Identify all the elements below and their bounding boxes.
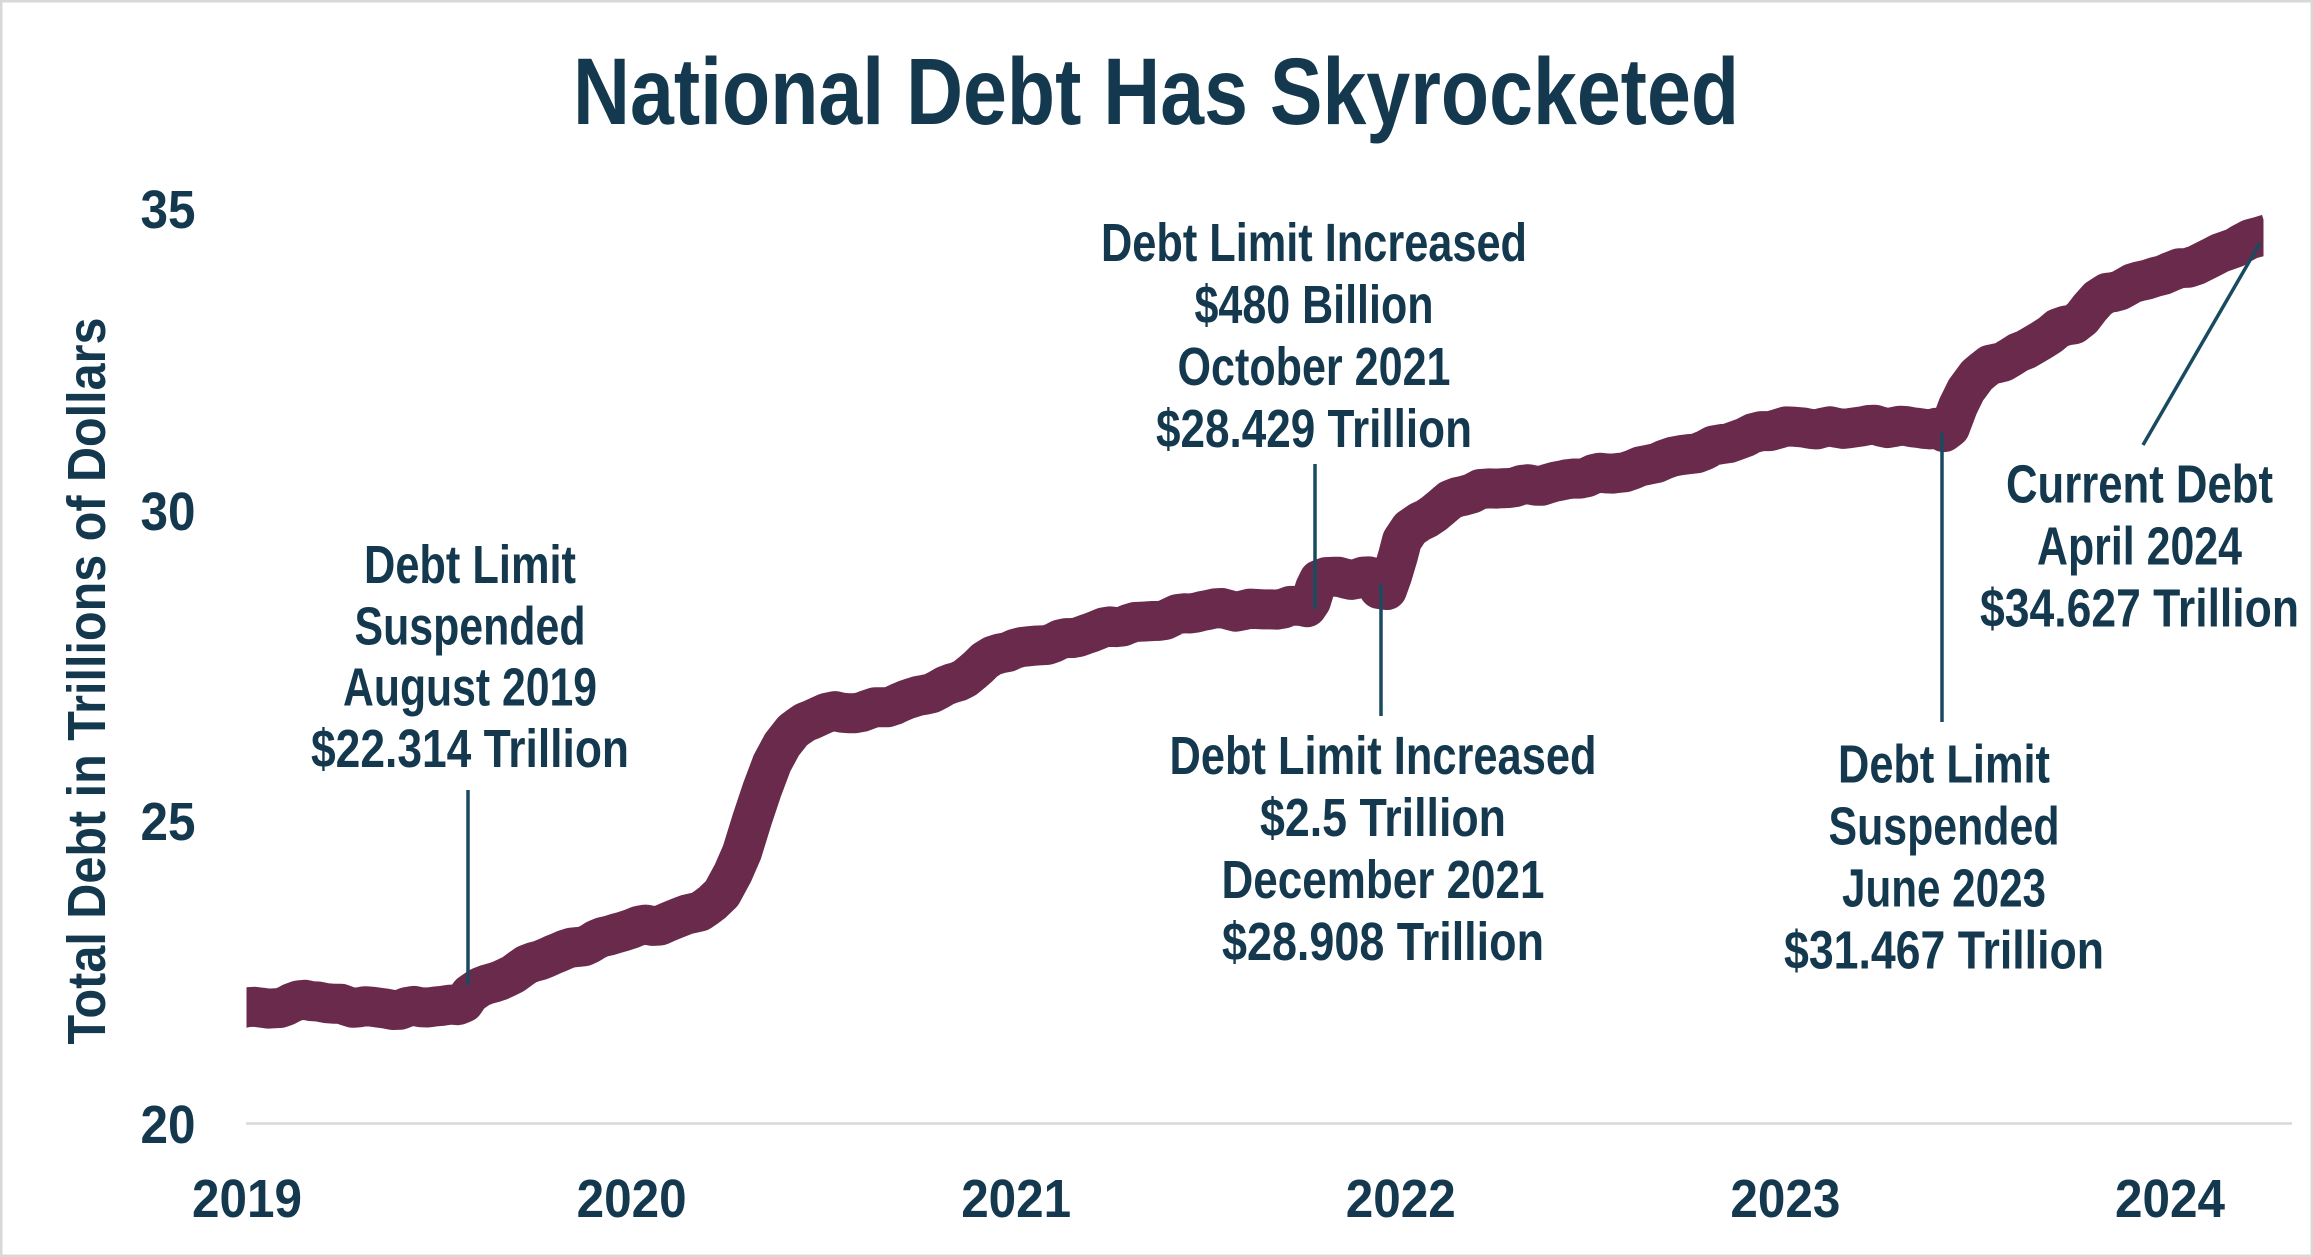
svg-text:$28.908 Trillion: $28.908 Trillion (1222, 912, 1544, 972)
svg-text:April 2024: April 2024 (2037, 517, 2242, 577)
svg-text:$28.429 Trillion: $28.429 Trillion (1156, 399, 1472, 459)
svg-text:Debt Limit: Debt Limit (364, 535, 576, 595)
svg-text:Suspended: Suspended (1829, 797, 2060, 857)
svg-text:2023: 2023 (1730, 1169, 1840, 1229)
svg-text:25: 25 (141, 792, 196, 852)
svg-text:$31.467 Trillion: $31.467 Trillion (1784, 921, 2104, 981)
svg-text:Current Debt: Current Debt (2006, 455, 2273, 515)
svg-text:30: 30 (141, 482, 196, 542)
svg-text:October 2021: October 2021 (1178, 337, 1451, 397)
svg-text:August 2019: August 2019 (343, 658, 597, 718)
svg-text:35: 35 (141, 180, 196, 240)
svg-text:National Debt Has Skyrocketed: National Debt Has Skyrocketed (573, 39, 1739, 145)
svg-text:$2.5 Trillion: $2.5 Trillion (1260, 788, 1506, 848)
svg-text:2022: 2022 (1346, 1169, 1456, 1229)
svg-text:2021: 2021 (961, 1169, 1071, 1229)
svg-text:2024: 2024 (2115, 1169, 2225, 1229)
svg-text:$34.627 Trillion: $34.627 Trillion (1980, 579, 2299, 639)
svg-text:Debt Limit Increased: Debt Limit Increased (1101, 213, 1527, 273)
svg-text:June 2023: June 2023 (1842, 859, 2046, 919)
svg-text:2019: 2019 (192, 1169, 302, 1229)
svg-text:2020: 2020 (577, 1169, 687, 1229)
svg-text:$480 Billion: $480 Billion (1195, 275, 1434, 335)
svg-text:$22.314 Trillion: $22.314 Trillion (311, 719, 629, 779)
svg-text:Total Debt in Trillions of Dol: Total Debt in Trillions of Dollars (57, 318, 117, 1045)
svg-text:Debt Limit: Debt Limit (1838, 735, 2050, 795)
svg-text:Debt Limit Increased: Debt Limit Increased (1170, 726, 1597, 786)
svg-text:Suspended: Suspended (355, 596, 586, 656)
svg-text:20: 20 (141, 1095, 196, 1155)
svg-text:December 2021: December 2021 (1222, 850, 1545, 910)
